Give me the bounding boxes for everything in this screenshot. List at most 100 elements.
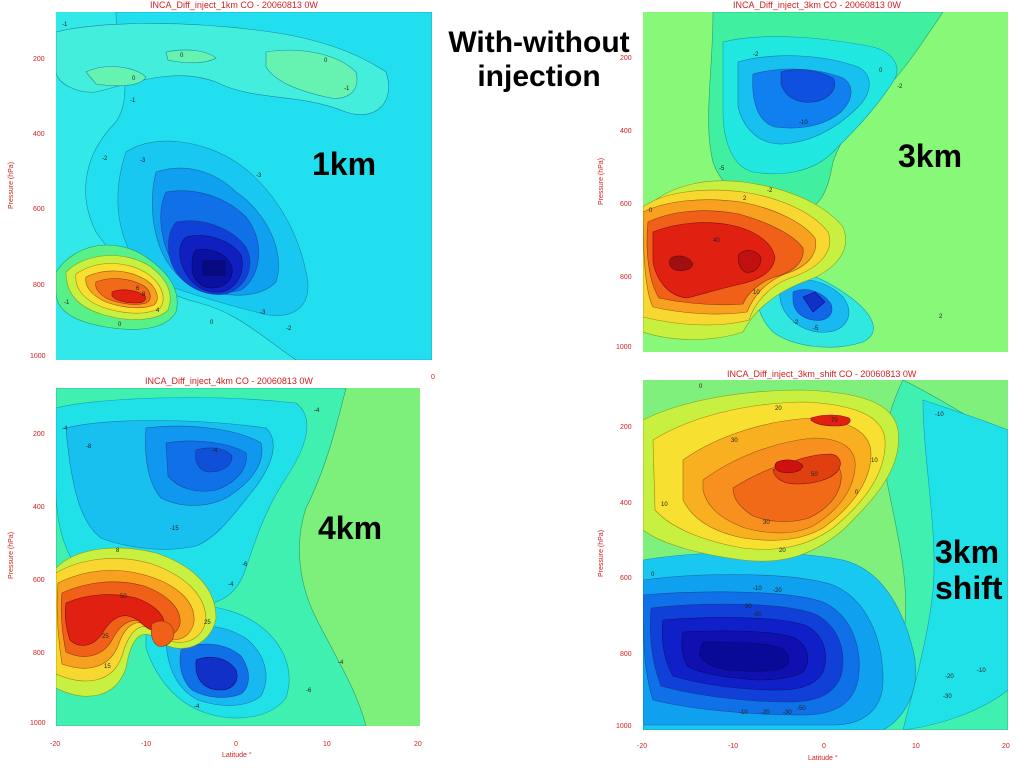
contour-label: -10 [935,412,944,418]
contour-label: 10 [753,290,760,296]
contour-label: -5 [719,166,725,172]
contour-label: -6 [306,688,312,694]
slide-title: With-without injection [428,26,650,94]
x-tick-label: 0 [431,374,435,381]
contour-label: 30 [763,520,770,526]
y-tick-label: 600 [33,577,45,584]
y-tick-label: 1000 [30,353,46,360]
y-tick-label: 1000 [616,344,632,351]
contour-label: -1 [64,300,70,306]
x-tick-label: -10 [728,743,739,750]
panel-title: INCA_Diff_inject_3km CO - 20060813 0W [733,0,901,10]
contour-label: -2 [753,52,759,58]
contour-label: -8 [86,444,92,450]
y-tick-label: 800 [620,274,632,281]
panel-label-1km: 1km [312,146,377,182]
contour-region [780,69,835,103]
x-axis-label: Latitude ° [808,755,838,762]
y-tick-label: 600 [33,206,45,213]
panel-title: INCA_Diff_inject_1km CO - 20060813 0W [150,0,318,10]
contour-region [810,414,851,427]
panel-label-line-1: 3km [935,534,1000,570]
x-tick-label: -20 [50,741,61,748]
contour-label: -10 [799,120,808,126]
panel-label-3km-shift: 3km shift [935,534,1003,606]
contour-label: -20 [773,588,782,594]
x-tick-label: -20 [637,743,648,750]
contour-region [150,620,175,647]
contour-label: -3 [260,310,266,316]
y-tick-label: 800 [620,651,632,658]
x-tick-label: -10 [141,741,152,748]
contour-label: 10 [871,458,878,464]
contour-label: 4 [156,308,160,314]
panel-label-4km: 4km [318,510,383,546]
contour-plot: -2 0 -2 -10 -5 -2 2 0 40 10 -2 -5 2 [643,12,1008,352]
y-axis-label: Pressure (hPa) [8,161,16,210]
y-tick-label: 400 [620,128,632,135]
contour-label: 2 [939,314,943,320]
contour-label: -2 [897,84,903,90]
y-tick-label: 800 [33,282,45,289]
contour-label: -1 [62,22,68,28]
contour-label: 0 [699,384,703,390]
contour-label: -20 [761,710,770,716]
contour-label: 20 [779,548,786,554]
contour-label: 0 [649,208,653,214]
contour-label: -3 [256,173,262,179]
contour-label: 2 [743,196,747,202]
contour-label: 25 [102,634,109,640]
x-tick-label: 0 [234,741,238,748]
contour-label: 25 [204,620,211,626]
contour-label: 15 [104,664,111,670]
contour-label: -30 [943,694,952,700]
contour-region [202,260,226,276]
panel-label-line-2: shift [935,570,1003,606]
contour-region [737,250,762,273]
contour-label: 10 [661,502,668,508]
x-tick-label: 20 [414,741,422,748]
contour-region [652,222,776,299]
contour-label: 0 [879,68,883,74]
contour-label: -1 [130,98,136,104]
contour-label: -4 [194,704,200,710]
contour-region [195,447,233,473]
x-axis-label: Latitude ° [222,752,252,759]
y-tick-label: 400 [620,500,632,507]
y-axis-label: Pressure (hPa) [598,157,606,206]
contour-label: -4 [212,448,218,454]
contour-label: 0 [132,76,136,82]
contour-label: 20 [775,406,782,412]
contour-label: -2 [102,156,108,162]
contour-region [111,289,146,304]
contour-plot: 0 20 70 30 50 10 0 -10 10 30 20 0 -10 -2… [643,380,1008,730]
contour-label: 8 [116,548,120,554]
y-tick-label: 200 [33,56,45,63]
contour-region [902,399,1008,730]
contour-region [64,594,165,646]
x-tick-label: 10 [323,741,331,748]
contour-label: -6 [242,562,248,568]
contour-region [56,23,389,115]
contour-region [669,255,694,272]
contour-label: 40 [713,238,720,244]
contour-label: -10 [753,586,762,592]
contour-region [195,657,238,691]
contour-label: -10 [739,710,748,716]
contour-label: -4 [338,660,344,666]
panel-label-3km: 3km [898,138,963,174]
slide-title-line-2: injection [477,60,601,93]
slide-title-line-1: With-without [448,26,630,59]
contour-label: -15 [170,526,179,532]
contour-label: 30 [731,438,738,444]
contour-label: -30 [743,604,752,610]
contour-region [698,641,790,672]
contour-label: 0 [324,58,328,64]
contour-label: 70 [831,418,838,424]
y-tick-label: 400 [33,504,45,511]
y-tick-label: 800 [33,650,45,657]
y-tick-label: 1000 [616,723,632,730]
contour-label: 8 [142,292,146,298]
contour-label: -50 [797,706,806,712]
x-tick-label: 10 [912,743,920,750]
